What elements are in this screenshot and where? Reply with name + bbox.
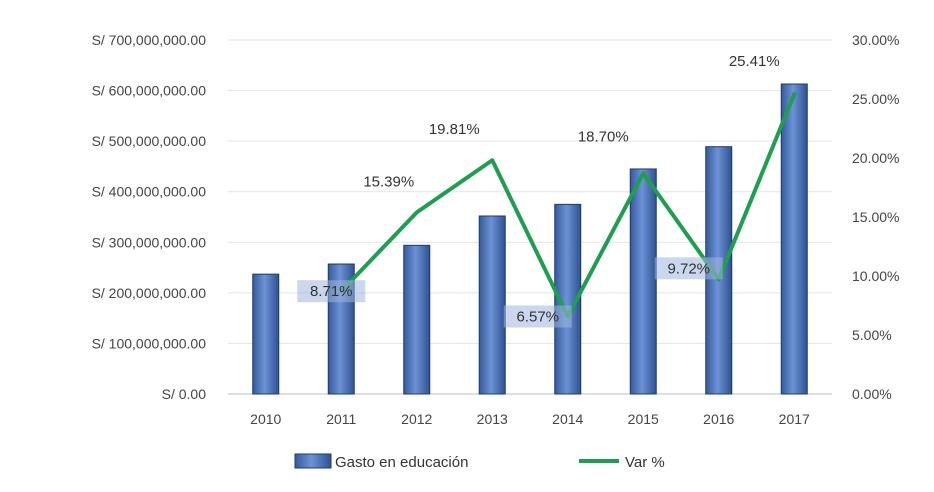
- data-label: 19.81%: [429, 121, 480, 138]
- data-label-box: [503, 305, 572, 328]
- data-label: 25.41%: [729, 53, 780, 70]
- data-label: 8.71%: [310, 283, 353, 300]
- x-axis-tick-label: 2015: [628, 411, 659, 427]
- data-label: 15.39%: [363, 173, 414, 190]
- left-axis-tick-label: S/ 500,000,000.00: [92, 133, 207, 149]
- right-axis-tick-label: 10.00%: [852, 268, 899, 284]
- x-axis-tick-label: 2016: [703, 411, 734, 427]
- gridlines: [228, 39, 832, 395]
- data-labels: 8.71% 15.39% 19.81% 6.57% 18.70% 9.72% 25.41%: [297, 53, 780, 328]
- left-axis-tick-label: S/ 300,000,000.00: [92, 234, 207, 250]
- data-label-box: [654, 257, 723, 280]
- bar: [629, 168, 657, 395]
- left-axis-ticks: S/ 0.00 S/ 100,000,000.00 S/ 200,000,000.0…: [92, 32, 207, 402]
- left-axis-tick-label: S/ 200,000,000.00: [92, 285, 207, 301]
- data-label-box: [297, 280, 366, 303]
- right-axis-tick-label: 0.00%: [852, 386, 892, 402]
- x-axis-ticks: 2010 2011 2012 2013 2014 2015 2016 2017: [250, 411, 810, 427]
- left-axis-tick-label: S/ 600,000,000.00: [92, 83, 207, 99]
- x-axis-tick-label: 2017: [779, 411, 810, 427]
- right-axis-ticks: 0.00% 5.00% 10.00% 15.00% 20.00% 25.00% 30.00%: [852, 32, 899, 402]
- left-axis-tick-label: S/ 100,000,000.00: [92, 335, 207, 351]
- data-label: 6.57%: [516, 308, 559, 325]
- bar: [252, 273, 280, 395]
- x-axis-tick-label: 2010: [250, 411, 281, 427]
- right-axis-tick-label: 30.00%: [852, 32, 899, 48]
- legend-bar-swatch: [294, 453, 332, 469]
- legend-label: Var %: [625, 454, 665, 471]
- right-axis-tick-label: 20.00%: [852, 150, 899, 166]
- right-axis-tick-label: 5.00%: [852, 327, 892, 343]
- data-label: 9.72%: [667, 260, 710, 277]
- bar: [780, 83, 808, 395]
- right-axis-tick-label: 25.00%: [852, 91, 899, 107]
- right-axis-tick-label: 15.00%: [852, 209, 899, 225]
- x-axis-tick-label: 2014: [552, 411, 583, 427]
- left-axis-tick-label: S/ 0.00: [162, 386, 207, 402]
- x-axis-tick-label: 2011: [326, 411, 356, 427]
- data-label: 18.70%: [578, 128, 629, 145]
- x-axis-tick-label: 2012: [401, 411, 432, 427]
- left-axis-tick-label: S/ 700,000,000.00: [92, 32, 207, 48]
- legend: Gasto en educación Var %: [294, 453, 665, 471]
- bar: [478, 215, 506, 395]
- bar: [403, 244, 431, 395]
- left-axis-tick-label: S/ 400,000,000.00: [92, 184, 207, 200]
- x-axis-tick-label: 2013: [477, 411, 508, 427]
- legend-label: Gasto en educación: [335, 454, 468, 471]
